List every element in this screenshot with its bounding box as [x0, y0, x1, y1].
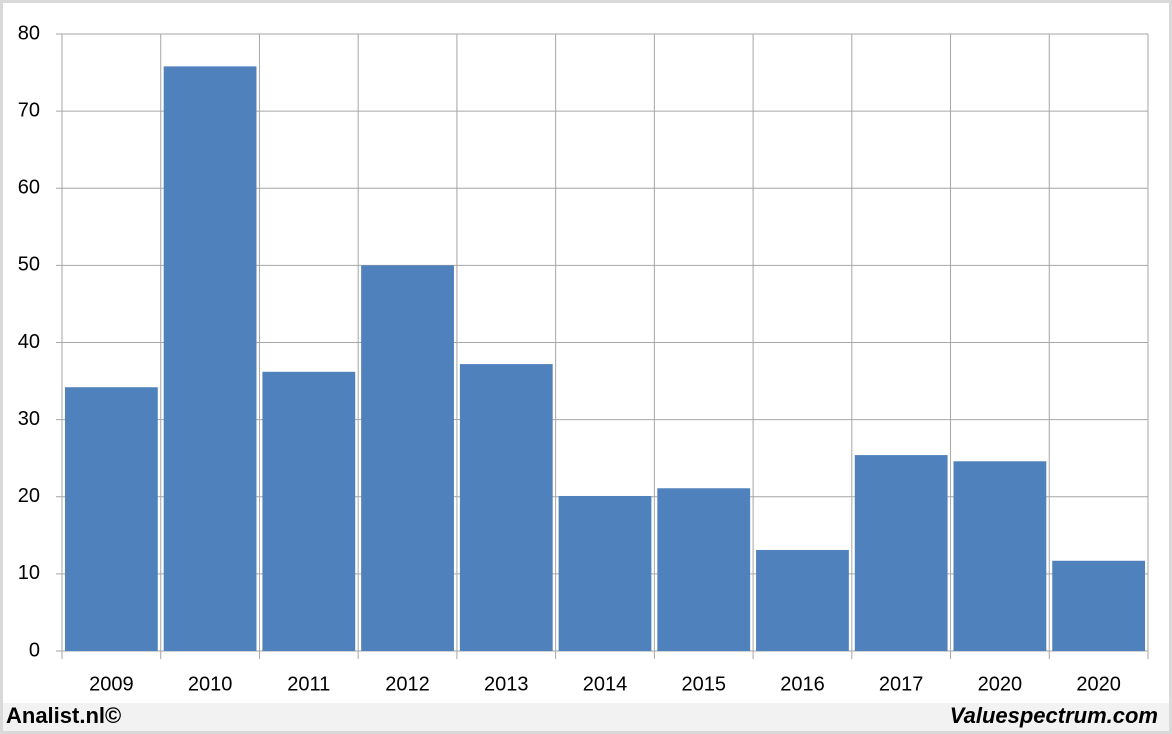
bar — [459, 364, 553, 651]
bar — [657, 488, 751, 651]
x-tick-label: 2010 — [188, 673, 233, 695]
bar — [163, 66, 257, 651]
footer-left: Analist.nl© — [6, 703, 121, 728]
y-tick-label: 10 — [18, 562, 40, 584]
y-tick-label: 20 — [18, 485, 40, 507]
y-tick-label: 30 — [18, 408, 40, 430]
x-tick-label: 2015 — [681, 673, 726, 695]
y-tick-label: 40 — [18, 331, 40, 353]
y-tick-label: 0 — [29, 639, 40, 661]
x-tick-label: 2016 — [780, 673, 825, 695]
x-tick-label: 2009 — [89, 673, 134, 695]
bar — [361, 265, 454, 651]
x-tick-label: 2013 — [484, 673, 529, 695]
bar — [953, 461, 1047, 651]
bar — [1052, 560, 1146, 651]
x-tick-label: 2012 — [385, 673, 430, 695]
bar — [262, 371, 356, 651]
x-tick-label: 2020 — [1076, 673, 1121, 695]
x-tick-label: 2017 — [879, 673, 924, 695]
footer-right: Valuespectrum.com — [950, 703, 1158, 728]
x-tick-label: 2011 — [287, 673, 330, 695]
x-tick-label: 2020 — [978, 673, 1023, 695]
y-tick-label: 60 — [18, 177, 40, 199]
footer-bar — [3, 703, 1169, 731]
y-tick-label: 50 — [18, 254, 40, 276]
bar — [854, 455, 948, 651]
x-tick-label: 2014 — [583, 673, 628, 695]
bar — [756, 549, 849, 651]
y-tick-label: 70 — [18, 99, 40, 121]
bar — [558, 495, 652, 651]
bar — [64, 387, 158, 651]
y-tick-label: 80 — [18, 22, 40, 44]
